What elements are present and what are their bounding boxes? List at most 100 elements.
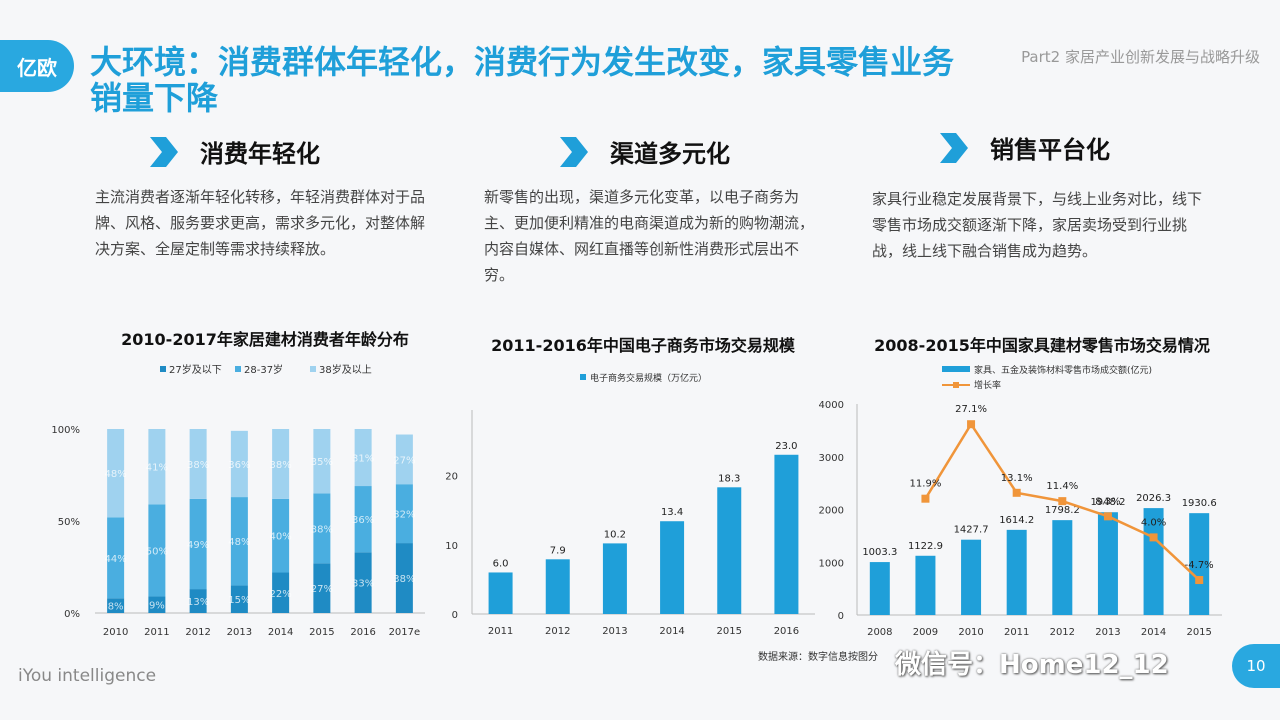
data-label: 49% xyxy=(187,540,209,551)
x-tick-label: 2015 xyxy=(309,627,334,638)
data-label: 36% xyxy=(352,515,374,526)
bar-segment xyxy=(395,484,413,544)
bar xyxy=(774,454,799,614)
x-tick-label: 2017e xyxy=(389,627,421,638)
data-label: 48% xyxy=(105,469,127,480)
bar-segment xyxy=(107,598,125,613)
x-tick-label: 2010 xyxy=(958,627,983,638)
legend-swatch xyxy=(160,366,166,372)
data-label: 27% xyxy=(393,455,415,466)
y-tick-label: 2000 xyxy=(819,506,844,517)
legend-marker xyxy=(953,382,959,388)
data-label: 10.2 xyxy=(604,529,626,540)
growth-label: 11.4% xyxy=(1046,481,1078,492)
chevron-right-icon xyxy=(940,132,968,163)
growth-marker xyxy=(1103,512,1112,521)
data-label: 36% xyxy=(228,460,250,471)
legend-label: 电子商务交易规模（万亿元） xyxy=(590,372,707,384)
chevron-right-icon xyxy=(150,136,178,167)
growth-label: 27.1% xyxy=(955,404,987,415)
y-tick-label: 1000 xyxy=(819,558,844,569)
chevron-right-icon xyxy=(560,136,588,167)
x-tick-label: 2016 xyxy=(774,626,799,637)
legend-swatch xyxy=(580,374,586,380)
legend-swatch xyxy=(235,366,241,372)
x-tick-label: 2015 xyxy=(717,626,742,637)
column-heading-2: 渠道多元化 xyxy=(556,134,730,169)
x-tick-label: 2012 xyxy=(185,627,210,638)
bar-segment xyxy=(313,563,331,613)
bar xyxy=(1006,529,1027,615)
bar-segment xyxy=(354,486,372,553)
bar-segment xyxy=(272,498,290,573)
data-label: 32% xyxy=(393,510,415,521)
x-tick-label: 2013 xyxy=(602,626,627,637)
bar-segment xyxy=(148,429,166,505)
section-label: Part2 家居产业创新发展与战略升级 xyxy=(1021,48,1260,66)
data-label: 13.4 xyxy=(661,507,683,518)
y-tick-label: 100% xyxy=(51,425,80,436)
data-label: 13% xyxy=(187,597,209,608)
footer-brand: iYou intelligence xyxy=(18,666,157,686)
bar-segment xyxy=(107,429,125,518)
data-label: 33% xyxy=(352,579,374,590)
x-tick-label: 2015 xyxy=(1186,627,1211,638)
data-label: 50% xyxy=(146,546,168,557)
x-tick-label: 2013 xyxy=(227,627,252,638)
column-text-2: 新零售的出现，渠道多元化变革，以电子商务为主、更加便利精准的电商渠道成为新的购物… xyxy=(484,188,815,284)
x-tick-label: 2014 xyxy=(1141,627,1166,638)
data-label: 15% xyxy=(228,595,250,606)
x-tick-label: 2009 xyxy=(913,627,938,638)
legend-label: 增长率 xyxy=(974,379,1001,391)
bar-segment xyxy=(272,429,290,499)
bar-segment xyxy=(148,596,166,613)
data-label: 1930.6 xyxy=(1182,498,1217,509)
bar xyxy=(915,555,936,615)
chart3-title: 2008-2015年中国家具建材零售市场交易情况 xyxy=(874,336,1210,355)
bar-segment xyxy=(230,585,248,613)
x-tick-label: 2011 xyxy=(488,626,513,637)
bar xyxy=(602,543,627,614)
legend-label: 家具、五金及装饰材料零售市场成交额(亿元) xyxy=(974,364,1152,376)
y-tick-label: 0 xyxy=(838,611,844,622)
bar-segment xyxy=(395,434,413,485)
data-source: 数据来源：数字信息按图分 xyxy=(758,652,878,663)
y-tick-label: 10 xyxy=(445,541,458,552)
data-label: 1798.2 xyxy=(1045,505,1080,516)
bar xyxy=(660,521,685,614)
bar xyxy=(961,539,982,615)
bar-segment xyxy=(107,517,125,599)
bar-segment xyxy=(189,589,207,613)
page-number: 10 xyxy=(1232,644,1280,688)
chart2-title: 2011-2016年中国电子商务市场交易规模 xyxy=(491,336,795,355)
bar xyxy=(1097,512,1118,615)
data-label: 35% xyxy=(311,457,333,468)
data-label: 23.0 xyxy=(775,441,797,452)
data-label: 38% xyxy=(311,524,333,535)
bar xyxy=(1189,513,1210,615)
bar-segment xyxy=(272,572,290,613)
data-label: 1122.9 xyxy=(908,541,943,552)
growth-marker xyxy=(1195,576,1204,585)
y-tick-label: 0 xyxy=(452,610,458,621)
growth-label: 4.0% xyxy=(1141,517,1166,528)
x-tick-label: 2011 xyxy=(144,627,169,638)
bar xyxy=(717,487,742,614)
bar-segment xyxy=(230,430,248,498)
growth-label: -4.7% xyxy=(1185,560,1214,571)
data-label: 22% xyxy=(270,589,292,600)
growth-marker xyxy=(1149,533,1158,542)
data-label: 38% xyxy=(187,460,209,471)
data-label: 2026.3 xyxy=(1136,493,1171,504)
legend-swatch xyxy=(310,366,316,372)
x-tick-label: 2016 xyxy=(350,627,375,638)
data-label: 27% xyxy=(311,584,333,595)
bar xyxy=(488,572,513,614)
y-tick-label: 0% xyxy=(64,609,80,620)
x-tick-label: 2012 xyxy=(545,626,570,637)
growth-label: 8.3% xyxy=(1095,496,1120,507)
bar-segment xyxy=(189,429,207,499)
x-tick-label: 2011 xyxy=(1004,627,1029,638)
bar-segment xyxy=(313,493,331,564)
y-tick-label: 50% xyxy=(58,517,80,528)
